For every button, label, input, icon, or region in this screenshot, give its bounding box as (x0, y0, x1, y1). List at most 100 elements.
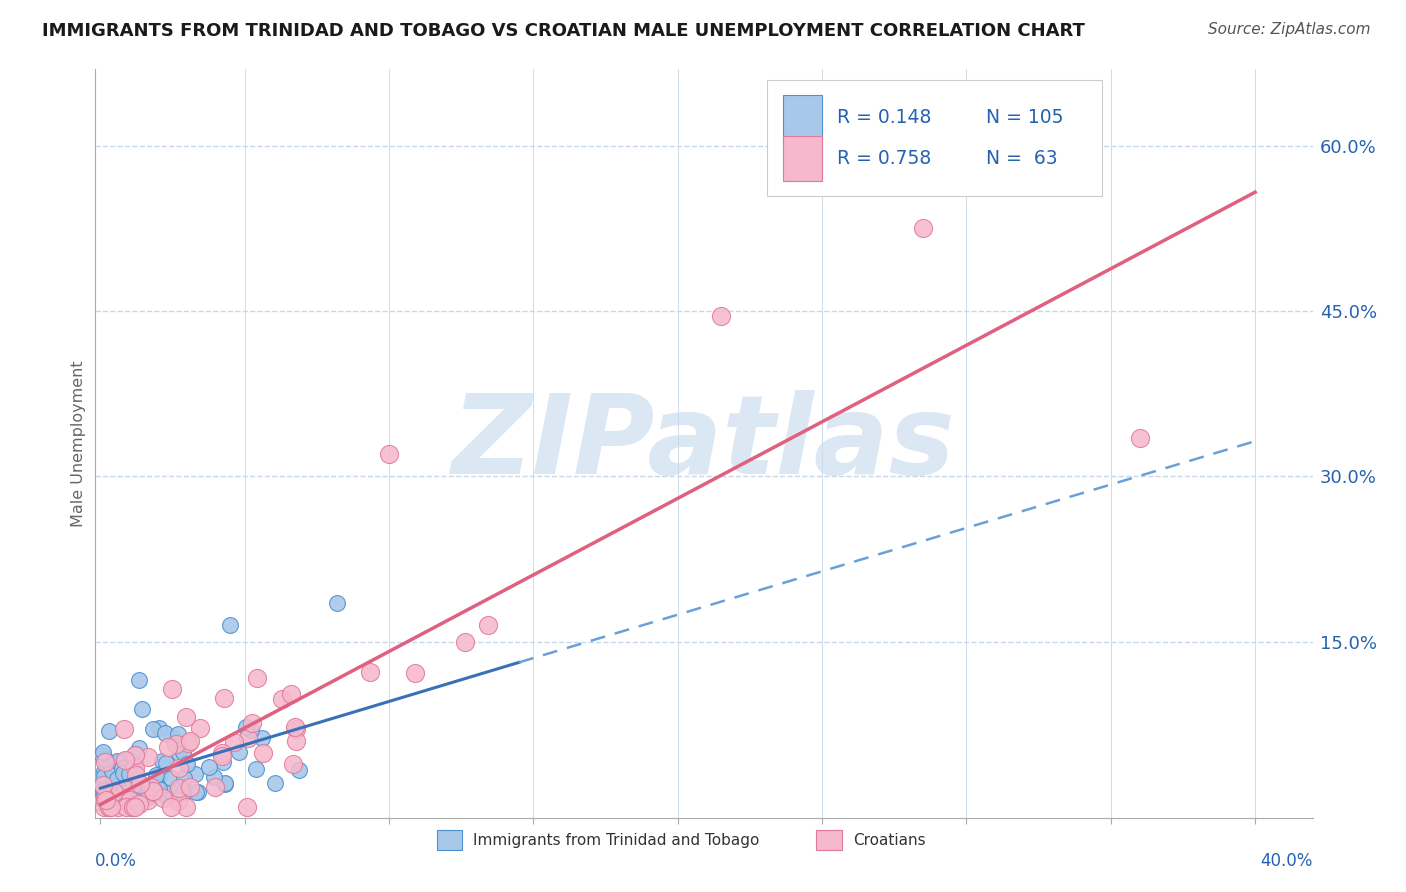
Point (246, 671, 269, 685)
Point (114, 782, 136, 797)
Point (172, 786, 194, 800)
Point (89, 795, 111, 809)
Point (93, 800, 115, 814)
Point (167, 794, 190, 808)
Point (179, 780, 201, 794)
Text: N =  63: N = 63 (987, 149, 1057, 168)
Point (149, 767, 172, 781)
Point (167, 746, 190, 760)
Point (120, 787, 142, 801)
Point (136, 787, 159, 801)
Point (167, 761, 190, 775)
Point (173, 771, 195, 785)
Point (103, 786, 125, 800)
Point (124, 800, 146, 814)
Point (122, 765, 145, 780)
Point (101, 764, 124, 778)
Point (156, 789, 179, 803)
Point (131, 702, 153, 716)
Point (129, 777, 152, 791)
Point (179, 733, 201, 747)
Point (155, 756, 177, 771)
Point (214, 690, 236, 705)
Point (121, 791, 143, 805)
Point (98, 784, 121, 798)
Point (174, 784, 197, 798)
Point (107, 800, 129, 814)
Point (115, 800, 138, 814)
Point (91, 783, 114, 797)
Point (128, 789, 150, 803)
Point (112, 766, 135, 780)
Point (110, 789, 132, 804)
Point (235, 720, 257, 734)
Text: R = 0.758: R = 0.758 (837, 149, 931, 168)
Point (122, 778, 145, 792)
Point (214, 776, 236, 790)
Point (166, 727, 188, 741)
Point (326, 596, 349, 610)
Y-axis label: Male Unemployment: Male Unemployment (72, 359, 86, 526)
Point (252, 746, 274, 760)
Point (211, 748, 233, 763)
Point (202, 770, 225, 784)
Point (145, 780, 167, 794)
Point (238, 731, 260, 745)
Point (108, 780, 131, 795)
FancyBboxPatch shape (768, 79, 1102, 196)
Point (190, 722, 212, 736)
Point (214, 777, 236, 791)
Text: N = 105: N = 105 (987, 108, 1064, 127)
Point (108, 793, 131, 807)
Point (100, 780, 122, 795)
Point (121, 800, 143, 814)
Point (211, 746, 233, 760)
Point (112, 722, 135, 736)
Point (136, 790, 159, 805)
Point (204, 780, 226, 795)
Point (136, 793, 159, 807)
Point (146, 785, 169, 799)
Point (90, 748, 112, 763)
Point (125, 749, 148, 764)
Point (97, 723, 120, 738)
Point (159, 771, 181, 785)
Text: IMMIGRANTS FROM TRINIDAD AND TOBAGO VS CROATIAN MALE UNEMPLOYMENT CORRELATION CH: IMMIGRANTS FROM TRINIDAD AND TOBAGO VS C… (42, 22, 1085, 40)
Bar (783, 95, 823, 140)
Point (710, 310, 733, 324)
Text: R = 0.148: R = 0.148 (837, 108, 931, 127)
Point (97, 784, 120, 798)
Point (176, 757, 198, 772)
Point (128, 673, 150, 687)
Point (284, 734, 307, 748)
Point (184, 784, 207, 798)
Point (250, 731, 273, 746)
Text: Source: ZipAtlas.com: Source: ZipAtlas.com (1208, 22, 1371, 37)
Point (94, 791, 117, 805)
Point (287, 764, 309, 778)
Point (112, 791, 135, 805)
Point (122, 758, 145, 772)
Point (98, 790, 121, 805)
Point (117, 781, 139, 796)
Point (98, 800, 121, 814)
Point (121, 788, 143, 802)
Point (263, 776, 285, 790)
Point (142, 722, 165, 736)
Point (94, 752, 117, 766)
Point (157, 739, 180, 754)
Point (134, 783, 156, 797)
Point (145, 768, 167, 782)
Point (150, 754, 173, 768)
Point (93, 764, 115, 778)
Point (172, 745, 194, 759)
Point (121, 789, 143, 803)
Point (93, 787, 115, 801)
Point (143, 785, 166, 799)
Point (222, 735, 245, 749)
Point (128, 741, 150, 756)
Bar (783, 136, 823, 181)
Point (108, 793, 131, 807)
Point (125, 790, 148, 805)
Point (184, 767, 207, 781)
